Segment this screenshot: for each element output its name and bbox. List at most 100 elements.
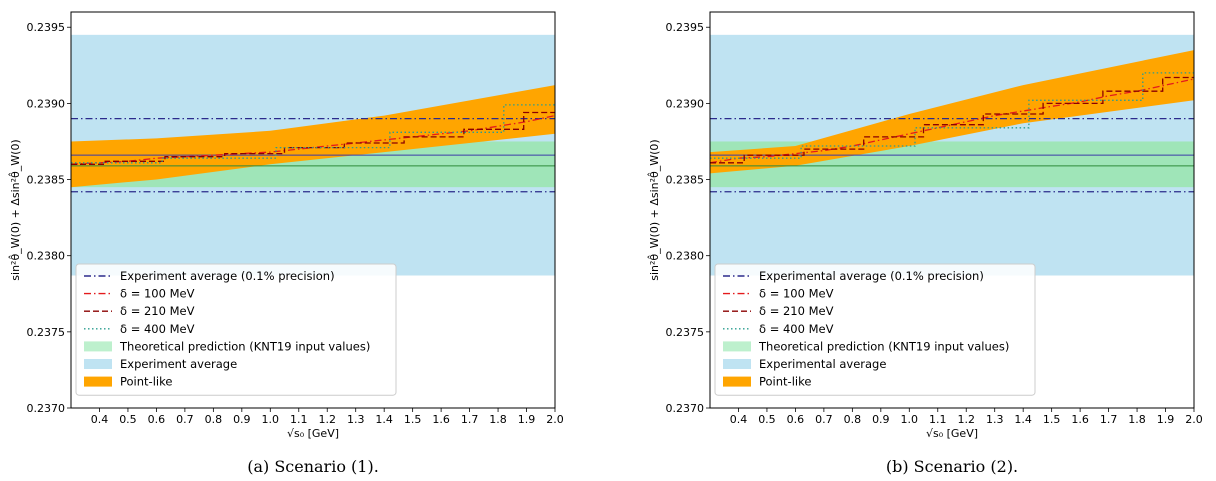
legend-label: Theoretical prediction (KNT19 input valu… <box>758 339 1009 353</box>
x-tick-label: 1.9 <box>1157 413 1175 426</box>
legend-item: Theoretical prediction (KNT19 input valu… <box>84 339 370 353</box>
figure-caption: (a) Scenario (1). <box>247 457 379 476</box>
y-tick-label: 0.2375 <box>27 326 66 339</box>
chart-panel-2: 0.4 0.5 0.6 0.7 0.8 0.9 1.0 1.1 1.2 1.3 1.4 1.5 1.6 1… <box>647 11 1203 476</box>
y-tick-label: 0.2390 <box>27 97 66 110</box>
legend-item: δ = 400 MeV <box>84 322 195 336</box>
legend-box <box>714 263 1036 396</box>
pointlike-band <box>71 85 555 188</box>
x-tick-label: 0.8 <box>844 413 862 426</box>
axes-frame <box>709 11 1195 409</box>
legend-item: Theoretical prediction (KNT19 input valu… <box>723 339 1009 353</box>
y-tick-label: 0.2395 <box>27 21 66 34</box>
x-tick-label: 1.7 <box>461 413 479 426</box>
legend-label: Experimental average <box>759 357 886 371</box>
legend-item: δ = 210 MeV <box>84 304 195 318</box>
x-tick-label: 1.4 <box>1014 413 1032 426</box>
legend-patch-swatch <box>723 341 751 352</box>
legend-patch-swatch <box>84 376 112 387</box>
legend-item: δ = 400 MeV <box>723 322 834 336</box>
series-line-1 <box>710 78 1194 164</box>
x-tick-label: 1.1 <box>929 413 947 426</box>
x-tick-label: 1.8 <box>489 413 507 426</box>
series-line-2 <box>710 76 1194 164</box>
legend-item: δ = 100 MeV <box>84 287 195 301</box>
legend-label: Experimental average (0.1% precision) <box>759 269 984 283</box>
series-line-3 <box>71 104 555 164</box>
x-tick-label: 1.5 <box>404 413 422 426</box>
x-tick-label: 0.7 <box>815 413 833 426</box>
legend-label: δ = 100 MeV <box>759 287 834 301</box>
legend-label: Point-like <box>759 375 811 389</box>
x-tick-label: 0.6 <box>148 413 166 426</box>
x-tick-label: 1.6 <box>432 413 450 426</box>
pointlike-band <box>710 50 1194 174</box>
y-tick-label: 0.2390 <box>666 97 705 110</box>
x-tick-label: 1.0 <box>262 413 280 426</box>
x-tick-label: 1.4 <box>375 413 393 426</box>
legend-item: Point-like <box>84 375 172 389</box>
legend-item: Point-like <box>723 375 811 389</box>
legend-label: δ = 210 MeV <box>759 304 834 318</box>
plot-area <box>710 34 1194 276</box>
legend-item: Experiment average <box>84 357 237 371</box>
x-tick-label: 2.0 <box>1185 413 1203 426</box>
legend: Experiment average (0.1% precision) δ = 1… <box>75 263 397 396</box>
legend-item: Experiment average (0.1% precision) <box>84 269 335 283</box>
legend-item: δ = 100 MeV <box>723 287 834 301</box>
x-tick-label: 0.4 <box>730 413 748 426</box>
y-axis-label: sin²θ̂_W(0) + Δsin²θ̂_W(0) <box>647 139 661 280</box>
x-tick-label: 1.2 <box>957 413 975 426</box>
x-axis-label: √s₀ [GeV] <box>926 427 978 440</box>
x-tick-label: 1.9 <box>518 413 536 426</box>
legend-label: δ = 100 MeV <box>120 287 195 301</box>
y-axis-label: sin²θ̂_W(0) + Δsin²θ̂_W(0) <box>8 139 22 280</box>
y-tick-label: 0.2370 <box>27 402 66 415</box>
legend-label: δ = 400 MeV <box>759 322 834 336</box>
x-tick-label: 1.5 <box>1043 413 1061 426</box>
legend-label: Theoretical prediction (KNT19 input valu… <box>119 339 370 353</box>
legend-patch-swatch <box>723 359 751 369</box>
legend-patch-swatch <box>723 376 751 387</box>
x-axis-label: √s₀ [GeV] <box>287 427 339 440</box>
x-tick-label: 0.5 <box>119 413 137 426</box>
y-tick-label: 0.2380 <box>27 250 66 263</box>
legend-label: Experiment average <box>120 357 237 371</box>
legend-label: δ = 400 MeV <box>120 322 195 336</box>
x-tick-label: 0.7 <box>176 413 194 426</box>
figure-caption: (b) Scenario (2). <box>886 457 1018 476</box>
legend-label: Point-like <box>120 375 172 389</box>
x-tick-label: 2.0 <box>546 413 564 426</box>
x-tick-label: 0.5 <box>758 413 776 426</box>
x-tick-label: 0.9 <box>872 413 890 426</box>
axes-frame <box>70 11 556 409</box>
legend-box <box>75 263 397 396</box>
plot-area <box>71 34 555 276</box>
y-tick-label: 0.2375 <box>666 326 705 339</box>
x-tick-label: 0.4 <box>91 413 109 426</box>
x-tick-label: 0.6 <box>787 413 805 426</box>
legend: Experimental average (0.1% precision) δ =… <box>714 263 1036 396</box>
x-tick-label: 1.1 <box>290 413 308 426</box>
legend-item: Experimental average <box>723 357 886 371</box>
legend-label: δ = 210 MeV <box>120 304 195 318</box>
y-tick-label: 0.2370 <box>666 402 705 415</box>
x-tick-label: 1.8 <box>1128 413 1146 426</box>
legend-patch-swatch <box>84 359 112 369</box>
chart-panel-1: 0.4 0.5 0.6 0.7 0.8 0.9 1.0 1.1 1.2 1.3 1.4 1.5 1.6 1… <box>8 11 564 476</box>
legend-item: Experimental average (0.1% precision) <box>723 269 984 283</box>
series-line-3 <box>710 72 1194 159</box>
y-tick-label: 0.2395 <box>666 21 705 34</box>
x-tick-label: 1.7 <box>1100 413 1118 426</box>
x-tick-label: 1.2 <box>318 413 336 426</box>
x-tick-label: 0.8 <box>205 413 223 426</box>
legend-item: δ = 210 MeV <box>723 304 834 318</box>
series-line-2 <box>71 111 555 165</box>
x-tick-label: 1.3 <box>347 413 365 426</box>
y-tick-label: 0.2385 <box>27 174 66 187</box>
y-tick-label: 0.2385 <box>666 174 705 187</box>
y-tick-label: 0.2380 <box>666 250 705 263</box>
legend-label: Experiment average (0.1% precision) <box>120 269 335 283</box>
legend-patch-swatch <box>84 341 112 352</box>
